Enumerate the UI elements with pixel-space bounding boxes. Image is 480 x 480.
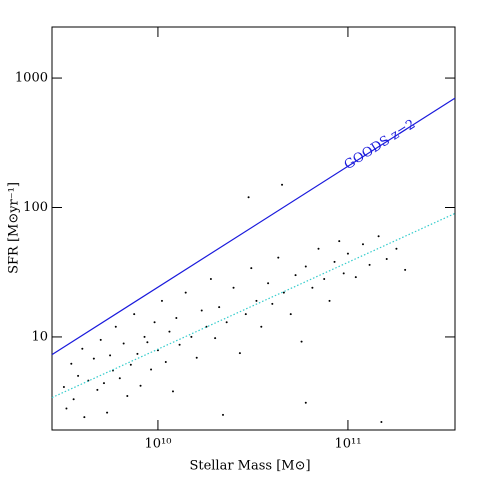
y-axis-label: SFR [M⊙yr⁻¹]	[7, 182, 22, 274]
data-point	[294, 274, 297, 277]
data-point	[317, 247, 320, 250]
y-tick-label: 1000	[15, 71, 48, 86]
data-point	[129, 363, 132, 366]
x-axis-label: Stellar Mass [M⊙]	[189, 459, 310, 474]
plot-frame	[51, 26, 456, 431]
data-point	[300, 340, 303, 343]
data-point	[72, 398, 75, 401]
data-point	[150, 368, 153, 371]
y-tick-label: 100	[23, 200, 48, 215]
data-point	[218, 306, 221, 309]
data-point	[139, 384, 142, 387]
data-point	[361, 243, 364, 246]
data-point	[109, 354, 112, 357]
data-point	[209, 278, 212, 281]
data-point	[342, 272, 345, 275]
data-point	[323, 278, 326, 281]
data-point	[354, 276, 357, 279]
data-point	[328, 299, 331, 302]
data-point	[333, 260, 336, 263]
data-point	[92, 357, 95, 360]
data-point	[377, 235, 380, 238]
data-point	[238, 352, 241, 355]
data-point	[133, 313, 136, 316]
data-point	[271, 302, 274, 305]
data-point	[136, 352, 139, 355]
data-point	[184, 291, 187, 294]
data-point	[255, 299, 258, 302]
data-point	[114, 325, 117, 328]
data-point	[244, 313, 247, 316]
data-point	[289, 313, 292, 316]
data-point	[99, 338, 102, 341]
data-point	[380, 421, 383, 424]
data-point	[77, 374, 80, 377]
data-point	[153, 321, 156, 324]
data-point	[385, 258, 388, 261]
data-point	[65, 407, 68, 410]
data-point	[282, 291, 285, 294]
data-point	[143, 335, 146, 338]
data-point	[395, 247, 398, 250]
data-point	[304, 265, 307, 268]
y-tick-label: 10	[31, 329, 48, 344]
data-point	[232, 286, 235, 289]
line-annotation: GOODS z=2	[342, 117, 419, 173]
data-point	[122, 342, 125, 345]
data-point	[126, 394, 129, 397]
data-point	[96, 388, 99, 391]
data-point	[160, 299, 163, 302]
data-point	[346, 252, 349, 255]
data-point	[404, 268, 407, 271]
data-point	[106, 411, 109, 414]
data-point	[62, 386, 65, 389]
data-point	[200, 309, 203, 312]
data-point	[164, 361, 167, 364]
data-point	[311, 286, 314, 289]
data-point	[146, 341, 149, 344]
data-point	[267, 282, 270, 285]
data-point	[81, 347, 84, 350]
data-point	[277, 256, 280, 259]
fit-line	[51, 212, 456, 399]
data-point	[304, 401, 307, 404]
data-point	[118, 377, 121, 380]
x-tick-label: 10¹¹	[334, 437, 361, 452]
data-point	[260, 325, 263, 328]
fit-line	[51, 97, 456, 356]
data-point	[225, 321, 228, 324]
data-point	[247, 196, 250, 199]
data-point	[250, 267, 253, 270]
data-point	[221, 413, 224, 416]
data-point	[168, 330, 171, 333]
data-point	[338, 240, 341, 243]
data-point	[178, 343, 181, 346]
x-tick-label: 10¹⁰	[144, 437, 171, 452]
data-point	[368, 263, 371, 266]
data-point	[171, 390, 174, 393]
data-point	[83, 416, 86, 419]
data-point	[281, 183, 284, 186]
data-point	[195, 356, 198, 359]
data-point	[70, 362, 73, 365]
data-point	[102, 382, 105, 385]
data-point	[175, 317, 178, 320]
data-point	[214, 337, 217, 340]
data-point	[190, 335, 193, 338]
